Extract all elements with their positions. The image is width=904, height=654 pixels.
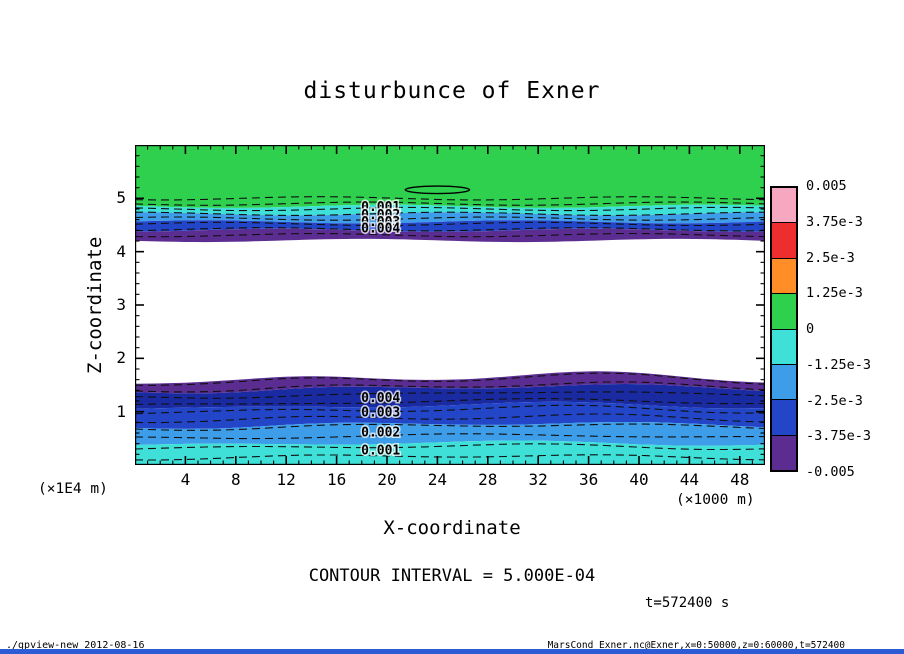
contour-line xyxy=(135,404,765,415)
colorbar xyxy=(770,186,798,472)
contour-interval-text: CONTOUR INTERVAL = 5.000E-04 xyxy=(308,566,596,586)
zero-contour xyxy=(404,185,471,195)
colorbar-segment xyxy=(772,188,796,223)
x-tick-label: 48 xyxy=(730,470,750,489)
contour-line xyxy=(135,372,765,386)
contour-line xyxy=(135,206,765,212)
contour-line xyxy=(135,227,765,232)
contour-label: 0.003 xyxy=(361,406,400,421)
colorbar-segment xyxy=(772,363,796,400)
colorbar-tick-label: -2.5e-3 xyxy=(806,392,863,409)
contour-label: 0.002 xyxy=(361,425,400,440)
chart-title: disturbunce of Exner xyxy=(303,78,601,104)
contour-plot-area: 0.001 0.002 0.003 0.004 0.004 0.003 0.002 0.001 xyxy=(133,143,767,467)
contour-line xyxy=(135,196,765,201)
contour-line xyxy=(135,391,765,399)
colorbar-labels: 0.005 3.75e-3 2.5e-3 1.25e-3 0 -1.25e-3 -2.5e-… xyxy=(806,178,902,480)
contour-label: 0.003 xyxy=(361,215,400,230)
contour-line xyxy=(135,423,765,431)
colorbar-tick-label: 0 xyxy=(806,321,815,337)
x-tick-label: 8 xyxy=(230,470,241,489)
footer-command-text: ./gpview-new 2012-08-16 xyxy=(6,640,145,651)
contour-line xyxy=(135,398,765,405)
window-bottom-strip xyxy=(0,649,904,654)
colorbar-tick-label: 3.75e-3 xyxy=(806,213,863,230)
time-text: t=572400 s xyxy=(645,595,730,611)
contour-line xyxy=(135,454,765,461)
x-tick-label: 28 xyxy=(478,470,498,489)
contour-line xyxy=(135,221,765,227)
y-tick-label: 3 xyxy=(116,295,126,314)
colorbar-tick-label: 0.005 xyxy=(806,178,847,194)
y-tick-label: 1 xyxy=(116,401,126,421)
x-axis-label: X-coordinate xyxy=(383,517,521,539)
contour-line xyxy=(135,232,765,238)
x-tick-label: 12 xyxy=(276,470,296,489)
contour-label: 0.001 xyxy=(361,200,400,215)
x-tick-label: 16 xyxy=(326,470,347,489)
contour-line xyxy=(135,211,765,216)
footer-file-text: MarsCond_Exner.nc@Exner,x=0:50000,z=0:60… xyxy=(547,640,845,651)
contour-label: 0.004 xyxy=(361,391,400,406)
y-tick-label: 5 xyxy=(116,188,126,208)
y-tick-label: 2 xyxy=(116,348,126,368)
colorbar-segment xyxy=(772,399,796,435)
x-tick-label: 32 xyxy=(528,470,548,489)
x-tick-label: 40 xyxy=(629,470,649,489)
colorbar-tick-label: 2.5e-3 xyxy=(806,249,855,266)
y-tick-label: 4 xyxy=(116,241,126,261)
x-axis-ticks: 4 8 12 16 20 24 28 32 36 40 44 48 xyxy=(135,468,765,490)
contour-label: 0.004 xyxy=(361,222,400,237)
colorbar-segment xyxy=(772,293,796,329)
colorbar-segment xyxy=(772,257,796,294)
contour-band xyxy=(135,371,765,394)
colorbar-tick-label: -3.75e-3 xyxy=(806,428,872,445)
contour-line xyxy=(135,381,765,393)
x-axis-unit: (×1000 m) xyxy=(676,492,755,508)
colorbar-segment xyxy=(772,434,796,470)
y-axis-unit: (×1E4 m) xyxy=(38,481,108,497)
contour-band xyxy=(135,204,765,216)
contour-band xyxy=(135,384,765,409)
contour-line xyxy=(135,443,765,451)
colorbar-tick-label: -1.25e-3 xyxy=(806,356,872,373)
colorbar-tick-label: -0.005 xyxy=(806,464,855,480)
contour-label: 0.001 xyxy=(361,444,400,459)
x-tick-label: 20 xyxy=(377,470,397,489)
contour-line xyxy=(135,216,765,221)
colorbar-tick-label: 1.25e-3 xyxy=(806,285,863,302)
contour-line xyxy=(135,413,765,424)
contour-band xyxy=(135,228,765,243)
x-tick-label: 4 xyxy=(180,470,191,489)
x-tick-label: 36 xyxy=(578,470,599,489)
x-tick-label: 24 xyxy=(427,470,448,489)
x-tick-label: 44 xyxy=(679,470,700,489)
y-axis-ticks: 1 2 3 4 5 xyxy=(92,145,126,465)
colorbar-segment xyxy=(772,328,796,364)
contour-band xyxy=(135,145,765,208)
contour-band xyxy=(135,401,765,429)
contour-label: 0.002 xyxy=(361,208,400,223)
contour-line xyxy=(135,201,765,206)
colorbar-segment xyxy=(772,222,796,258)
contour-line xyxy=(135,433,765,440)
